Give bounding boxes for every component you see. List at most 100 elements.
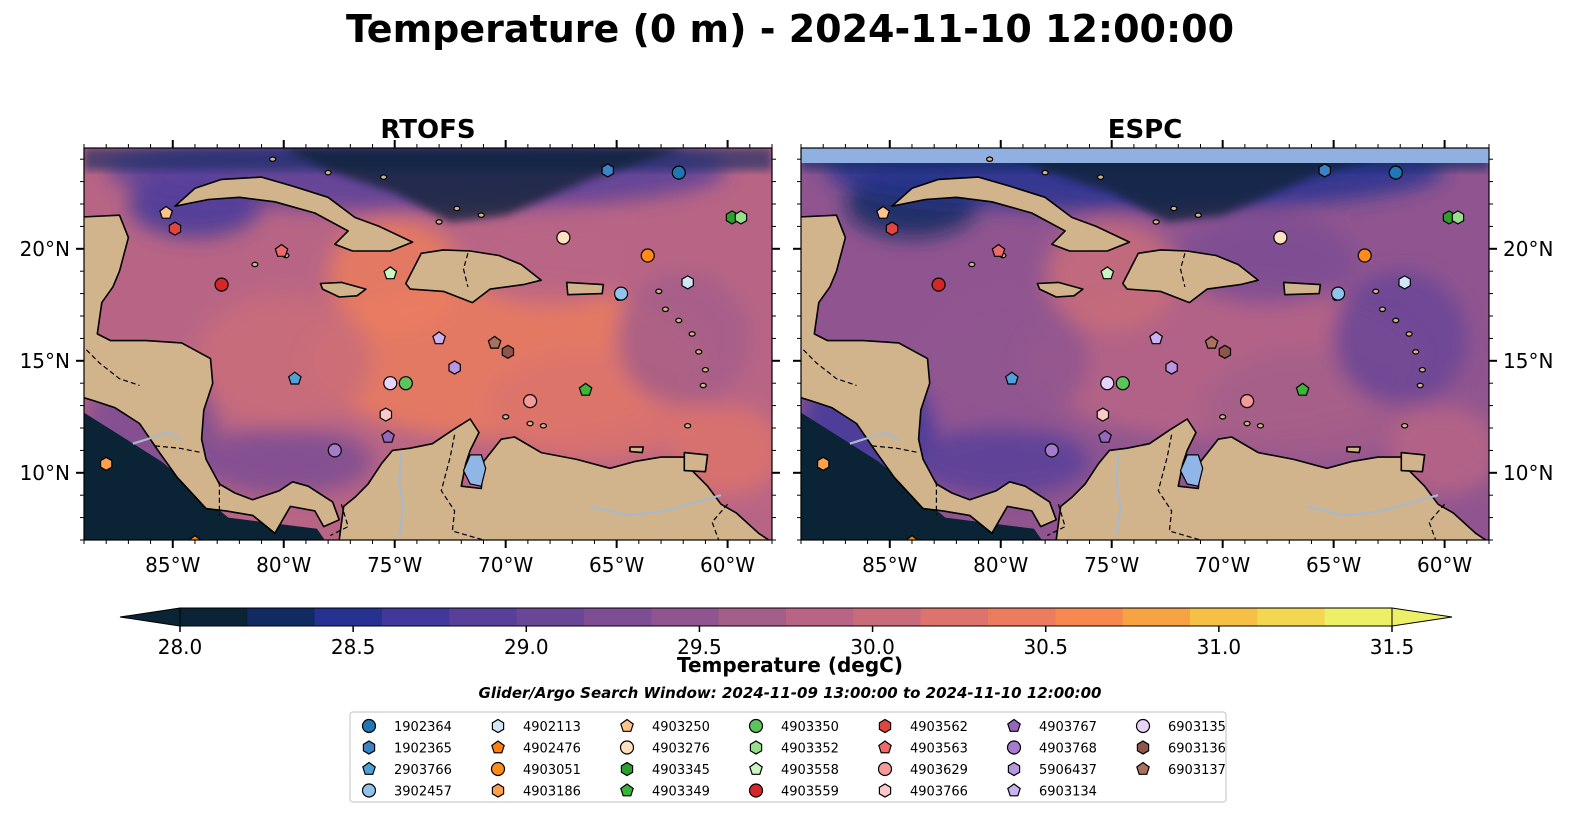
legend-marker [1006, 740, 1022, 755]
x-tick-label: 70°W [478, 553, 533, 577]
colorbar-segment [1055, 608, 1124, 626]
x-tick-label: 80°W [973, 553, 1028, 577]
float-marker [671, 165, 686, 180]
islet [435, 219, 443, 225]
legend-label: 4903558 [781, 763, 839, 778]
legend-label: 6903137 [1168, 763, 1226, 778]
legend-marker [878, 783, 892, 798]
islet [502, 413, 510, 420]
islet [453, 205, 461, 212]
legend-label: 6903136 [1168, 742, 1226, 757]
islet [699, 382, 707, 389]
float-marker [1149, 331, 1164, 345]
islet [675, 317, 683, 324]
islet [1392, 317, 1400, 324]
legend-label: 2903766 [394, 763, 452, 778]
islet [695, 349, 703, 355]
land-polygon [1122, 249, 1259, 304]
float-marker [327, 443, 342, 458]
float-marker [640, 248, 655, 263]
legend-marker [362, 740, 376, 755]
islet [1152, 219, 1160, 225]
pacific-cold-water [801, 412, 1042, 540]
colorbar-segment [180, 608, 248, 626]
lake-maracaibo [1179, 454, 1204, 487]
colorbar-segment [651, 608, 720, 626]
islet [539, 422, 548, 429]
panel-rtofs: RTOFS 85°W 80°W 75°W 70°W 65°W 60°W 10°N 15°N 20°… [20, 115, 780, 577]
panel-title: RTOFS [380, 115, 475, 145]
legend-marker [1136, 761, 1150, 775]
float-marker [613, 286, 629, 301]
colorbar-frame [179, 607, 1393, 627]
country-border [440, 434, 484, 540]
legend-marker [748, 783, 764, 798]
islet [688, 331, 696, 337]
legend-marker [362, 761, 376, 775]
colorbar-segment [247, 608, 316, 626]
islet [477, 212, 485, 219]
pacific-cold-water [84, 412, 325, 540]
x-tick-label: 75°W [367, 553, 422, 577]
y-tick-label: 20°N [20, 237, 70, 261]
land-polygon [404, 249, 543, 304]
legend-label: 4903250 [652, 720, 710, 735]
legend-marker [619, 740, 635, 755]
colorbar-tick-label: 31.0 [1197, 635, 1242, 659]
lake-maracaibo [462, 454, 487, 487]
legend-label: 4903186 [523, 785, 581, 800]
legend-marker [491, 783, 505, 798]
islet [986, 156, 994, 163]
country-border [1157, 434, 1201, 540]
colorbar: 28.0 28.5 29.0 29.5 30.0 30.5 31.0 31.5 [119, 607, 1453, 659]
land-polygon [84, 214, 341, 535]
colorbar-extend-high [1391, 607, 1453, 627]
float-marker [1098, 429, 1112, 443]
land-polygon [338, 418, 771, 540]
float-marker [448, 360, 461, 375]
float-marker [991, 243, 1006, 257]
land-polygon [891, 176, 1131, 252]
land-polygon [1055, 418, 1488, 540]
legend-marker [1007, 761, 1021, 777]
islet [526, 420, 534, 427]
river-line [1114, 452, 1122, 536]
river-line [849, 431, 900, 445]
float-legend: 1902364 1902365 2903766 3902457 4902113 49024… [349, 711, 1227, 803]
legend-label: 4903768 [1039, 742, 1097, 757]
colorbar-segment [314, 608, 383, 626]
legend-marker [748, 718, 764, 734]
float-marker [501, 344, 515, 359]
float-marker [931, 277, 946, 292]
x-tick-label: 75°W [1084, 553, 1139, 577]
country-border [84, 346, 140, 386]
float-marker [1239, 394, 1255, 409]
float-marker [876, 205, 891, 219]
float-marker [1204, 335, 1219, 349]
colorbar-tick-label: 28.0 [158, 635, 203, 659]
legend-label: 4903051 [523, 763, 581, 778]
colorbar-segment [1257, 608, 1326, 626]
legend-marker [620, 783, 634, 797]
islet [968, 261, 976, 268]
islet [1097, 174, 1105, 180]
islet [1416, 382, 1424, 389]
y-tick-label: 10°N [20, 461, 70, 485]
legend-marker [877, 761, 893, 777]
legend-label: 4903562 [910, 720, 968, 735]
country-border [871, 445, 919, 454]
legend-marker [1135, 718, 1151, 734]
x-tick-label: 70°W [1195, 553, 1250, 577]
islet [1401, 422, 1409, 429]
float-marker [214, 277, 229, 292]
legend-marker [620, 761, 634, 777]
land-polygon [565, 281, 605, 296]
river-line [1306, 494, 1439, 517]
legend-marker [491, 740, 505, 754]
colorbar-segment [920, 608, 989, 626]
islet [1041, 169, 1049, 176]
float-marker [816, 456, 830, 471]
float-marker [381, 429, 395, 443]
float-marker [398, 376, 413, 391]
legend-label: 6903135 [1168, 720, 1226, 735]
